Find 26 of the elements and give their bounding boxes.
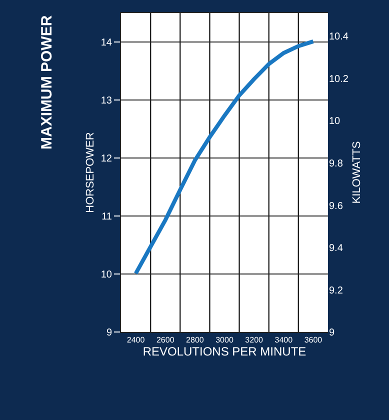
x-tick-label: 2600 (156, 336, 175, 345)
y2-tick-label: 10 (329, 116, 341, 128)
x-tick-label: 3200 (245, 336, 264, 345)
y-tick-label: 14 (100, 38, 112, 48)
y-axis-title: HORSEPOWER (84, 132, 97, 213)
y2-tick-label: 9 (329, 328, 335, 338)
x-tick-label: 2400 (126, 336, 146, 345)
y-tick-label: 13 (100, 96, 112, 106)
y2-tick-label: 9.4 (329, 243, 344, 254)
y-tick-label: 9 (106, 328, 112, 338)
y2-tick-label: 10.4 (329, 32, 349, 43)
x-tick-label: 3000 (216, 336, 234, 345)
line-series (134, 39, 316, 276)
x-tick-label: 3600 (304, 336, 323, 345)
y2-tick-label: 9.6 (329, 200, 344, 212)
x-tick-label: 2800 (186, 336, 204, 345)
y2-tick-label: 9.2 (329, 285, 344, 296)
y2-tick-label: 10.2 (329, 74, 349, 85)
x-tick-label: 3400 (274, 336, 294, 345)
y-tick-label: 11 (102, 212, 112, 222)
text: MAXIMUM POWER (38, 15, 56, 150)
y-tick-label: 10 (100, 270, 112, 280)
y2-tick-label: 9.8 (329, 158, 344, 170)
x-axis-title: REVOLUTIONS PER MINUTE (142, 344, 306, 359)
y-tick-label: 12 (100, 154, 112, 164)
y2-axis-title: KILOWATTS (351, 141, 364, 204)
